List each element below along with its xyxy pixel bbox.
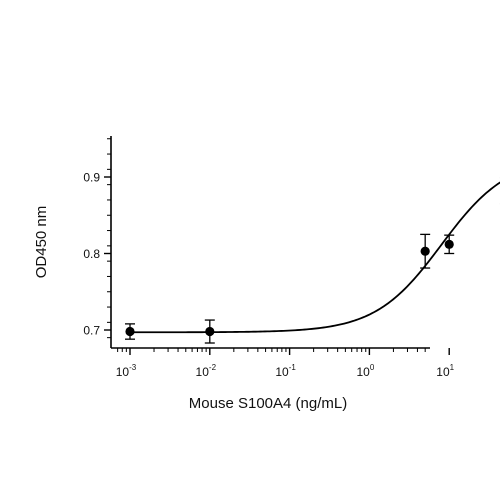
data-point <box>125 326 135 337</box>
data-point <box>420 246 430 256</box>
data-points <box>125 239 454 337</box>
y-axis-ticks: 0.7 0.8 0.9 <box>83 138 111 339</box>
error-bars <box>125 177 500 344</box>
x-tick-exponent: 1 <box>450 363 455 372</box>
data-point <box>444 239 454 249</box>
x-tick-exponent: -3 <box>129 363 137 372</box>
fit-curve-line <box>130 181 500 334</box>
x-tick-label: 101 <box>436 363 454 379</box>
y-axis-title: OD450 nm <box>33 206 50 279</box>
x-tick-exponent: -2 <box>209 363 217 372</box>
x-axis-title: Mouse S100A4 (ng/mL) <box>189 395 347 412</box>
data-point <box>205 326 215 337</box>
x-tick-exponent: -1 <box>289 363 297 372</box>
x-axis-major-ticks: 10-310-210-1100101102103104 <box>116 348 455 379</box>
y-tick-label: 0.9 <box>83 171 100 185</box>
x-tick-label: 10-2 <box>196 363 217 379</box>
x-tick-label: 10-1 <box>275 363 296 379</box>
x-tick-label: 100 <box>356 363 374 379</box>
x-tick-exponent: 0 <box>370 363 375 372</box>
x-tick-label: 10-3 <box>116 363 137 379</box>
y-tick-label: 0.7 <box>83 324 100 338</box>
y-tick-label: 0.8 <box>83 247 100 261</box>
